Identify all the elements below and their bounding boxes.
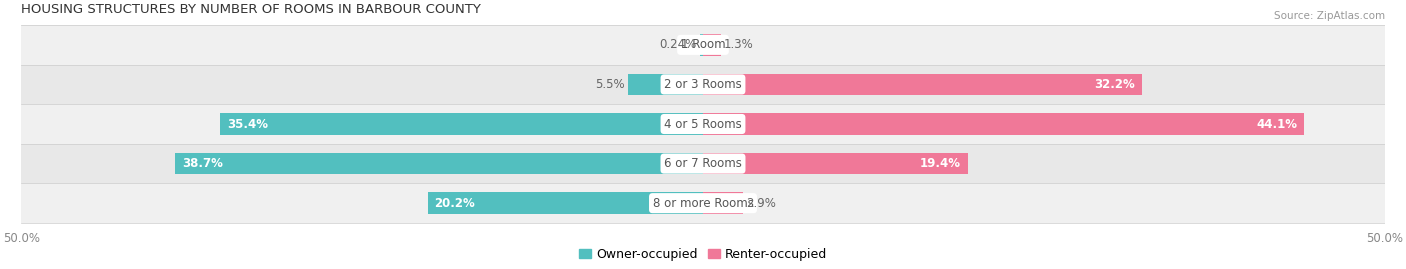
Text: 1 Room: 1 Room xyxy=(681,38,725,51)
Text: 38.7%: 38.7% xyxy=(183,157,224,170)
Bar xyxy=(21,25,1385,65)
Text: 20.2%: 20.2% xyxy=(434,197,475,210)
Text: 1.3%: 1.3% xyxy=(724,38,754,51)
Text: 44.1%: 44.1% xyxy=(1257,118,1298,130)
Bar xyxy=(703,192,742,214)
Text: 8 or more Rooms: 8 or more Rooms xyxy=(652,197,754,210)
Bar xyxy=(703,153,967,175)
Bar xyxy=(21,65,1385,104)
Bar xyxy=(628,73,703,95)
Text: 2 or 3 Rooms: 2 or 3 Rooms xyxy=(664,78,742,91)
Bar xyxy=(703,73,1142,95)
Text: 5.5%: 5.5% xyxy=(595,78,624,91)
Bar xyxy=(176,153,703,175)
Text: 4 or 5 Rooms: 4 or 5 Rooms xyxy=(664,118,742,130)
Bar xyxy=(427,192,703,214)
Text: 19.4%: 19.4% xyxy=(920,157,960,170)
Bar xyxy=(21,183,1385,223)
Legend: Owner-occupied, Renter-occupied: Owner-occupied, Renter-occupied xyxy=(574,243,832,266)
Text: HOUSING STRUCTURES BY NUMBER OF ROOMS IN BARBOUR COUNTY: HOUSING STRUCTURES BY NUMBER OF ROOMS IN… xyxy=(21,3,481,16)
Text: 0.24%: 0.24% xyxy=(659,38,696,51)
Text: 6 or 7 Rooms: 6 or 7 Rooms xyxy=(664,157,742,170)
Text: Source: ZipAtlas.com: Source: ZipAtlas.com xyxy=(1274,11,1385,21)
Bar xyxy=(21,104,1385,144)
Bar xyxy=(703,113,1305,135)
Bar xyxy=(21,144,1385,183)
Bar xyxy=(221,113,703,135)
Text: 2.9%: 2.9% xyxy=(747,197,776,210)
Bar xyxy=(703,34,721,56)
Bar xyxy=(700,34,703,56)
Text: 35.4%: 35.4% xyxy=(228,118,269,130)
Text: 32.2%: 32.2% xyxy=(1094,78,1135,91)
